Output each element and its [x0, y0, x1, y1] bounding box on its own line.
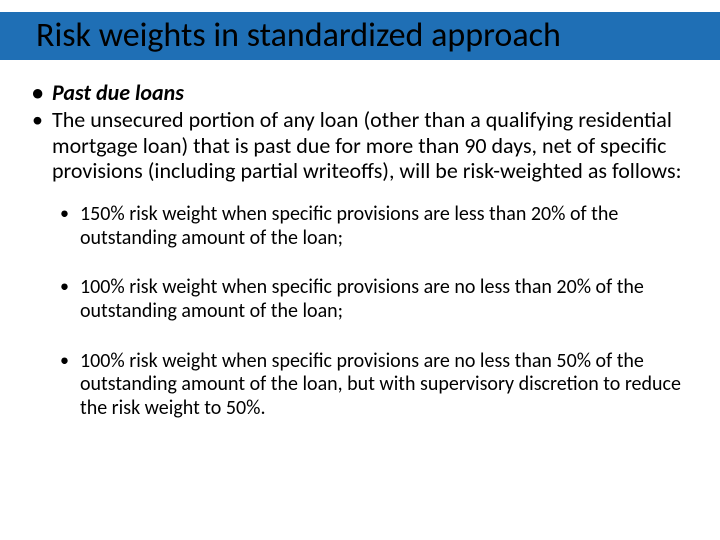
slide-title: Risk weights in standardized approach — [36, 19, 561, 53]
list-item: Past due loans — [28, 80, 688, 105]
list-item: 100% risk weight when specific provision… — [58, 276, 688, 323]
list-item: 150% risk weight when specific provision… — [58, 203, 688, 250]
slide: Risk weights in standardized approach Pa… — [0, 0, 720, 540]
bullet-list-level1: Past due loans The unsecured portion of … — [28, 80, 688, 183]
bullet-list-level2: 150% risk weight when specific provision… — [28, 203, 688, 420]
title-bar: Risk weights in standardized approach — [0, 12, 720, 60]
list-item: The unsecured portion of any loan (other… — [28, 107, 688, 183]
slide-body: Past due loans The unsecured portion of … — [28, 80, 688, 446]
list-item: 100% risk weight when specific provision… — [58, 350, 688, 421]
